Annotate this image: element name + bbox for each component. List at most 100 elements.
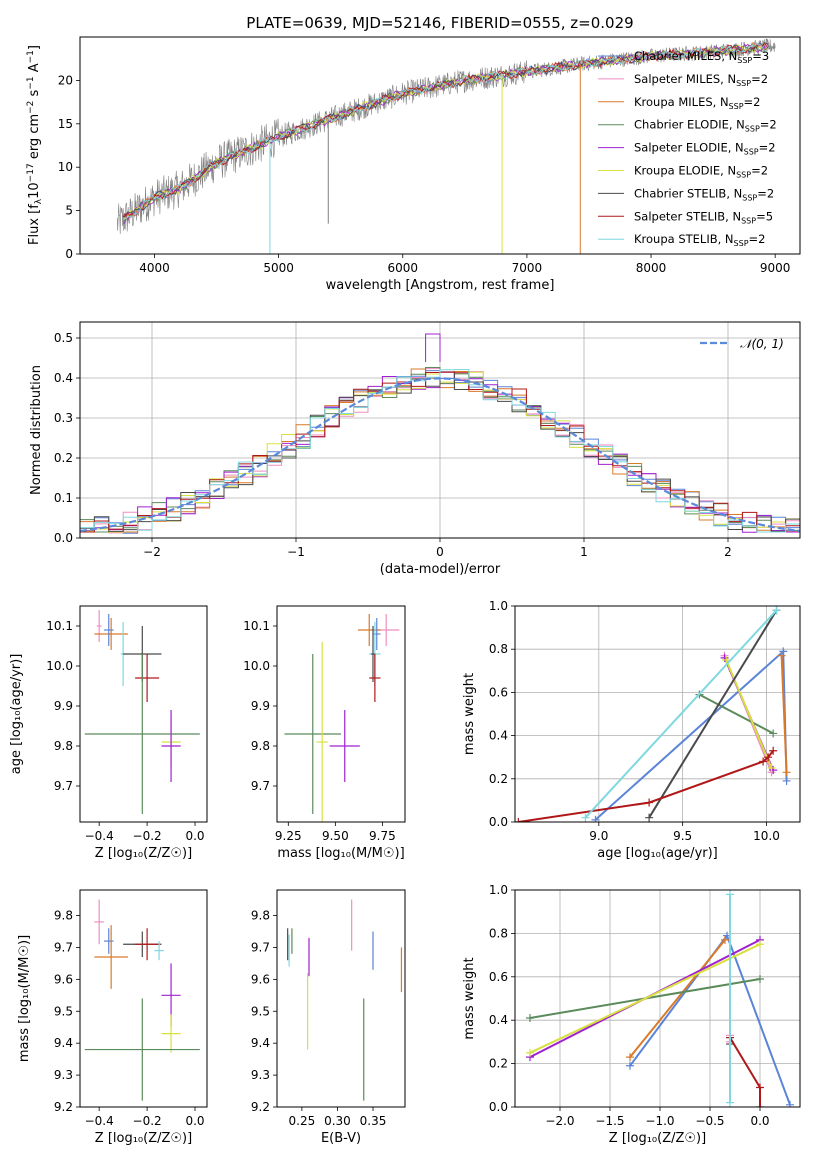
y-tick-label: 9.4 <box>251 1036 270 1050</box>
y-axis-label-part: λ <box>34 198 44 204</box>
legend-label-sub: SSP <box>737 56 752 65</box>
x-axis-label: wavelength [Angstrom, rest frame] <box>326 278 555 293</box>
axes-frame <box>79 36 801 255</box>
axes-frame <box>276 889 406 1108</box>
salpeter_stelib-weight-marker <box>756 1103 764 1107</box>
legend-label-value: =2 <box>749 232 766 246</box>
x-tick-label: −1.5 <box>595 1114 624 1128</box>
kroupa_stelib-weight-marker <box>581 813 590 822</box>
y-tick-label: 9.3 <box>54 1068 73 1082</box>
y-tick-label: 9.6 <box>251 972 270 986</box>
y-axis-label-part: 10 <box>27 182 42 199</box>
x-tick-label: 5000 <box>263 261 294 275</box>
x-axis-label: Z [log₁₀(Z/Z☉)] <box>609 1131 706 1146</box>
chabrier_elodie-weight-marker <box>769 729 778 738</box>
kroupa_elodie-weight-marker <box>722 656 731 664</box>
weight_vs_age-plot-area <box>515 606 791 822</box>
kroupa_stelib-model-line <box>123 43 769 220</box>
legend-label-sub: SSP <box>736 79 751 88</box>
kroupa_stelib-weight-line <box>584 609 778 819</box>
y-tick-label: 0.0 <box>489 815 508 829</box>
mass_vs_Z-plot-area <box>84 899 200 1101</box>
legend-label-value: =2 <box>759 141 776 155</box>
kroupa_elodie-weight-line <box>529 943 761 1054</box>
x-tick-label: −1.0 <box>645 1114 674 1128</box>
kroupa_miles-weight-line <box>780 655 788 773</box>
legend-entry-label: Kroupa ELODIE, NSSP=2 <box>634 164 768 180</box>
y-axis-label: mass [log₁₀(M/M☉)] <box>17 935 32 1062</box>
chabrier_miles-weight-marker <box>779 647 788 656</box>
y-tick-label: 9.2 <box>251 1100 270 1114</box>
kroupa_stelib-weight-marker <box>726 1098 734 1107</box>
x-tick-label: 9.5 <box>673 829 692 843</box>
y-tick-label: 10.1 <box>46 619 73 633</box>
chabrier_elodie-weight-marker <box>526 1014 534 1023</box>
age_vs_mass-plot-area <box>284 614 400 822</box>
y-tick-label: 0 <box>65 247 73 261</box>
y-tick-label: 0.2 <box>54 451 73 465</box>
y-axis-label-part: s <box>27 89 42 100</box>
legend-label-value: =2 <box>760 118 777 132</box>
x-tick-label: −1 <box>287 545 305 559</box>
legend-label-sub: SSP <box>745 125 760 134</box>
salpeter_stelib-weight-marker <box>769 746 778 755</box>
legend-label-sub: SSP <box>734 239 749 248</box>
x-tick-label: 0.0 <box>185 829 204 843</box>
weight_vs_Z-plot-area <box>526 890 794 1107</box>
y-tick-label: 0.2 <box>489 772 508 786</box>
chabrier_stelib-weight-line <box>648 609 778 819</box>
y-tick-label: 9.7 <box>251 779 270 793</box>
kroupa_stelib-weight-marker <box>726 890 734 899</box>
y-tick-label: 10.0 <box>46 659 73 673</box>
x-axis-label: mass [log₁₀(M/M☉)] <box>277 846 404 861</box>
y-tick-label: 0.8 <box>489 642 508 656</box>
legend-entry-label: Chabrier STELIB, NSSP=2 <box>634 186 774 202</box>
y-axis-label-part: erg cm <box>27 114 42 163</box>
legend-label-value: =2 <box>751 164 768 178</box>
y-tick-label: 0.6 <box>489 970 508 984</box>
x-tick-label: 0.25 <box>289 1114 316 1128</box>
legend-label-value: =5 <box>756 209 773 223</box>
residuals-plot-area <box>80 333 800 534</box>
kroupa_miles-weight-marker <box>777 651 786 660</box>
y-axis-label-part: Flux [f <box>27 204 42 245</box>
axes-frame <box>79 605 208 823</box>
x-tick-label: −2 <box>143 545 161 559</box>
legend-label-main: Kroupa ELODIE, N <box>634 164 736 178</box>
y-tick-label: 0.4 <box>54 371 73 385</box>
y-tick-label: 9.9 <box>251 699 270 713</box>
y-axis-label: Normed distribution <box>29 365 44 495</box>
kroupa_elodie-weight-line <box>725 659 773 769</box>
x-axis-label: age [log₁₀(age/yr)] <box>597 846 718 861</box>
x-tick-label: 0.30 <box>324 1114 351 1128</box>
y-tick-label: 9.8 <box>251 909 270 923</box>
y-tick-label: 9.2 <box>54 1100 73 1114</box>
axes-frame <box>79 889 208 1108</box>
chabrier_miles-weight-marker <box>786 1100 794 1107</box>
y-tick-label: 9.7 <box>54 779 73 793</box>
y-tick-label: 1.0 <box>489 599 508 613</box>
salpeter_stelib-weight-line <box>518 750 774 822</box>
x-tick-label: 9.50 <box>322 829 349 843</box>
legend-entry-label: Chabrier ELODIE, NSSP=2 <box>634 118 777 134</box>
y-tick-label: 10.0 <box>243 659 270 673</box>
residuals-axes: −2 −1 0 1 2 0.0 0.1 0.2 0.3 0.4 0.5 (data-model)/er… <box>29 321 801 577</box>
axes-frame <box>276 605 406 823</box>
x-tick-label: 2 <box>724 545 732 559</box>
axes-frame <box>514 889 801 1108</box>
legend-label-sub: SSP <box>736 171 751 180</box>
mass_vs_ebv-plot-area <box>287 899 403 1101</box>
legend-entry-label: Salpeter ELODIE, NSSP=2 <box>634 141 776 157</box>
legend-label-main: Chabrier ELODIE, N <box>634 118 745 132</box>
spectrum-plot-area <box>116 38 776 254</box>
x-tick-label: 6000 <box>387 261 418 275</box>
kroupa_elodie-weight-marker <box>756 940 764 949</box>
y-tick-label: 9.3 <box>251 1068 270 1082</box>
weight_vs_age-axes: 9.0 9.5 10.0 0.0 0.2 0.4 0.6 0.8 1.0 age [log₁₀(a… <box>462 599 801 861</box>
x-tick-label: −0.2 <box>133 829 162 843</box>
y-axis-label: age [log₁₀(age/yr)] <box>9 654 24 775</box>
legend-entry-label: Chabrier MILES, NSSP=3 <box>634 49 769 65</box>
x-tick-label: −0.5 <box>695 1114 724 1128</box>
